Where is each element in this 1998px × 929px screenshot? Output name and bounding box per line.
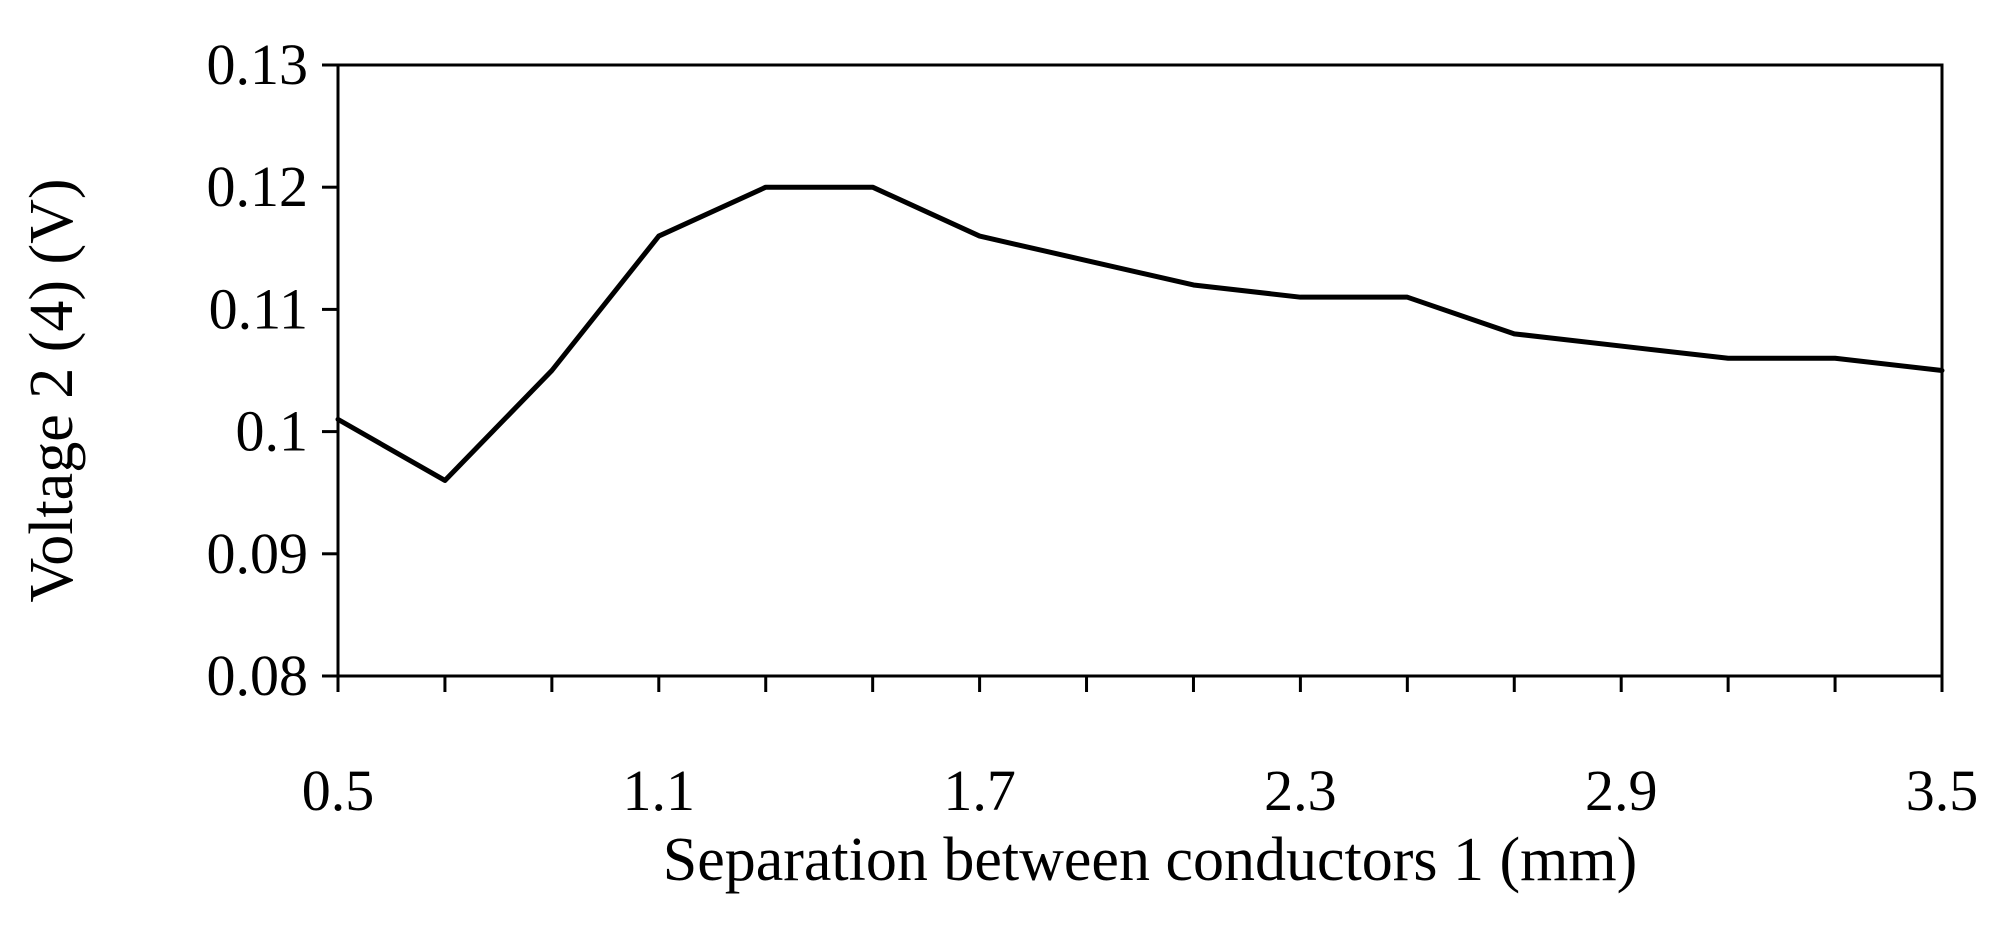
x-tick-label: 1.7: [943, 758, 1016, 823]
y-tick-label: 0.08: [207, 643, 309, 708]
x-axis-title: Separation between conductors 1 (mm): [663, 826, 1637, 894]
y-axis-ticks: 0.08 0.09 0.1 0.11 0.12 0.13: [207, 32, 338, 708]
y-tick-label: 0.13: [207, 32, 309, 97]
series-layer: [335, 184, 1945, 483]
plot-border: [336, 63, 1944, 678]
x-tick-label: 2.3: [1264, 758, 1337, 823]
x-tick-label: 2.9: [1585, 758, 1658, 823]
x-tick-label: 1.1: [623, 758, 696, 823]
x-axis-ticks: 0.5 1.1 1.7 2.3 2.9 3.5: [302, 676, 1979, 823]
x-tick-label: 3.5: [1906, 758, 1979, 823]
series-line: [335, 184, 1945, 483]
x-tick-label: 0.5: [302, 758, 375, 823]
y-tick-label: 0.1: [236, 399, 309, 464]
y-axis-title: Voltage 2 (4) (V): [18, 178, 86, 602]
y-tick-label: 0.12: [207, 154, 309, 219]
y-tick-label: 0.09: [207, 521, 309, 586]
plot-frame: [336, 63, 1944, 678]
y-tick-label: 0.11: [209, 276, 308, 341]
